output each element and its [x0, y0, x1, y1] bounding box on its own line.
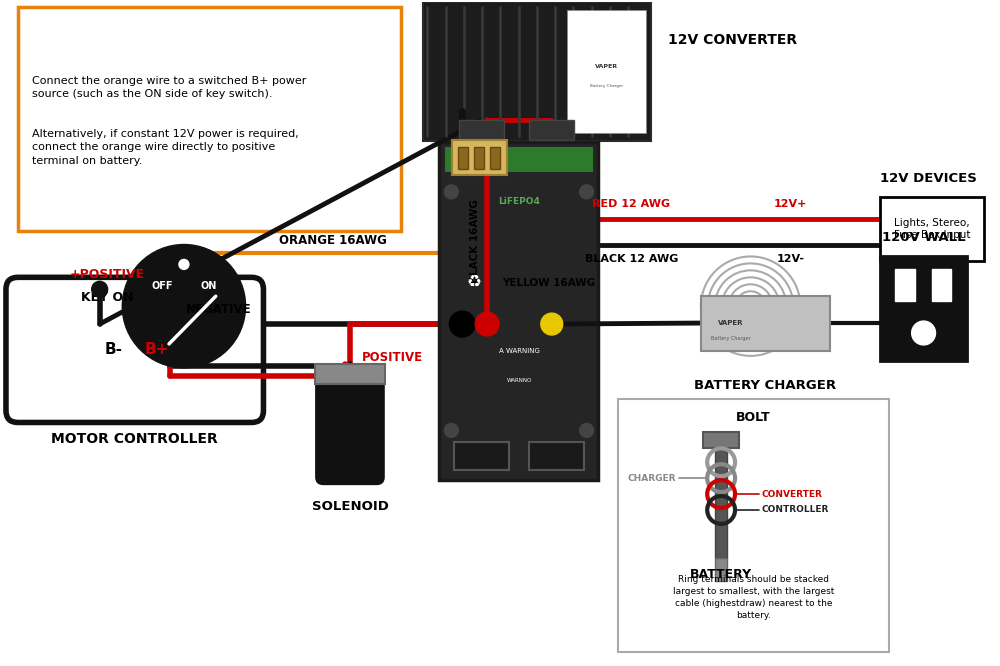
Bar	[490, 147, 500, 169]
Circle shape	[580, 185, 594, 198]
Circle shape	[92, 281, 108, 297]
Circle shape	[912, 321, 936, 345]
Text: OFF: OFF	[151, 281, 173, 291]
Text: YELLOW 16AWG: YELLOW 16AWG	[502, 278, 595, 288]
Text: Battery Charger: Battery Charger	[590, 85, 623, 89]
Text: WARNNO: WARNNO	[506, 378, 532, 383]
Text: Lights, Stereo,
Fuse Box Input: Lights, Stereo, Fuse Box Input	[894, 218, 970, 240]
Circle shape	[162, 281, 178, 297]
Text: ORANGE 16AWG: ORANGE 16AWG	[279, 234, 387, 246]
Bar	[18, 7, 401, 230]
Text: VAPER: VAPER	[595, 64, 618, 69]
Bar	[458, 147, 468, 169]
Text: 120V WALL: 120V WALL	[882, 230, 965, 244]
FancyBboxPatch shape	[6, 277, 263, 422]
Text: Connect the orange wire to a switched B+ power
source (such as the ON side of ke: Connect the orange wire to a switched B+…	[32, 75, 306, 99]
Text: CONVERTER: CONVERTER	[762, 490, 823, 499]
Text: CONTROLLER: CONTROLLER	[762, 505, 829, 514]
Circle shape	[444, 424, 458, 438]
Bar	[454, 442, 509, 470]
Text: 12V DEVICES: 12V DEVICES	[880, 172, 977, 185]
Bar	[618, 399, 889, 652]
Bar	[315, 364, 385, 384]
Bar	[567, 10, 646, 133]
Circle shape	[122, 244, 246, 368]
Circle shape	[449, 311, 475, 337]
Circle shape	[580, 424, 594, 438]
Text: B+: B+	[145, 342, 169, 358]
Text: POSITIVE: POSITIVE	[362, 351, 423, 364]
Text: SOLENOID: SOLENOID	[312, 500, 388, 513]
Text: A WARNING: A WARNING	[499, 348, 539, 354]
Text: RED 12 AWG: RED 12 AWG	[592, 198, 670, 208]
Bar	[880, 196, 984, 262]
Text: +POSITIVE: +POSITIVE	[70, 268, 145, 281]
Text: VAPER: VAPER	[718, 320, 743, 326]
Bar	[529, 442, 584, 470]
Text: KEY ON: KEY ON	[81, 291, 134, 304]
Text: 12V CONVERTER: 12V CONVERTER	[668, 33, 797, 47]
Text: BLACK 16AWG: BLACK 16AWG	[470, 200, 480, 284]
Circle shape	[179, 260, 189, 269]
Bar	[715, 557, 727, 581]
Bar	[423, 2, 651, 141]
Circle shape	[541, 313, 563, 335]
Circle shape	[444, 185, 458, 198]
Bar	[715, 440, 727, 557]
Bar	[459, 121, 504, 140]
Text: 12V+: 12V+	[774, 198, 807, 208]
Text: BATTERY: BATTERY	[690, 567, 752, 581]
FancyBboxPatch shape	[316, 376, 384, 484]
Text: BLACK 12 AWG: BLACK 12 AWG	[585, 254, 678, 264]
Text: NEGATIVE: NEGATIVE	[186, 303, 252, 316]
Text: BATTERY CHARGER: BATTERY CHARGER	[694, 379, 837, 392]
Bar	[452, 140, 507, 175]
Bar	[439, 142, 598, 480]
Bar	[445, 147, 593, 172]
Text: ON: ON	[201, 281, 217, 291]
Bar	[529, 121, 574, 140]
Text: Battery Charger: Battery Charger	[711, 336, 751, 342]
Text: CHARGER: CHARGER	[628, 474, 676, 483]
Bar	[474, 147, 484, 169]
Text: ♻: ♻	[467, 272, 482, 290]
Bar	[703, 432, 739, 448]
Bar	[880, 256, 967, 361]
Text: Alternatively, if constant 12V power is required,
connect the orange wire direct: Alternatively, if constant 12V power is …	[32, 129, 299, 166]
Text: MOTOR CONTROLLER: MOTOR CONTROLLER	[51, 432, 218, 446]
Text: BOLT: BOLT	[736, 410, 771, 424]
Bar	[895, 269, 915, 301]
Text: Ring terminals should be stacked
largest to smallest, with the largest
cable (hi: Ring terminals should be stacked largest…	[673, 575, 834, 619]
Bar	[932, 269, 951, 301]
Text: B-: B-	[105, 342, 123, 358]
Text: LiFEPO4: LiFEPO4	[498, 197, 540, 206]
Text: 12V-: 12V-	[776, 254, 804, 264]
Bar	[701, 296, 830, 351]
Circle shape	[475, 312, 499, 336]
